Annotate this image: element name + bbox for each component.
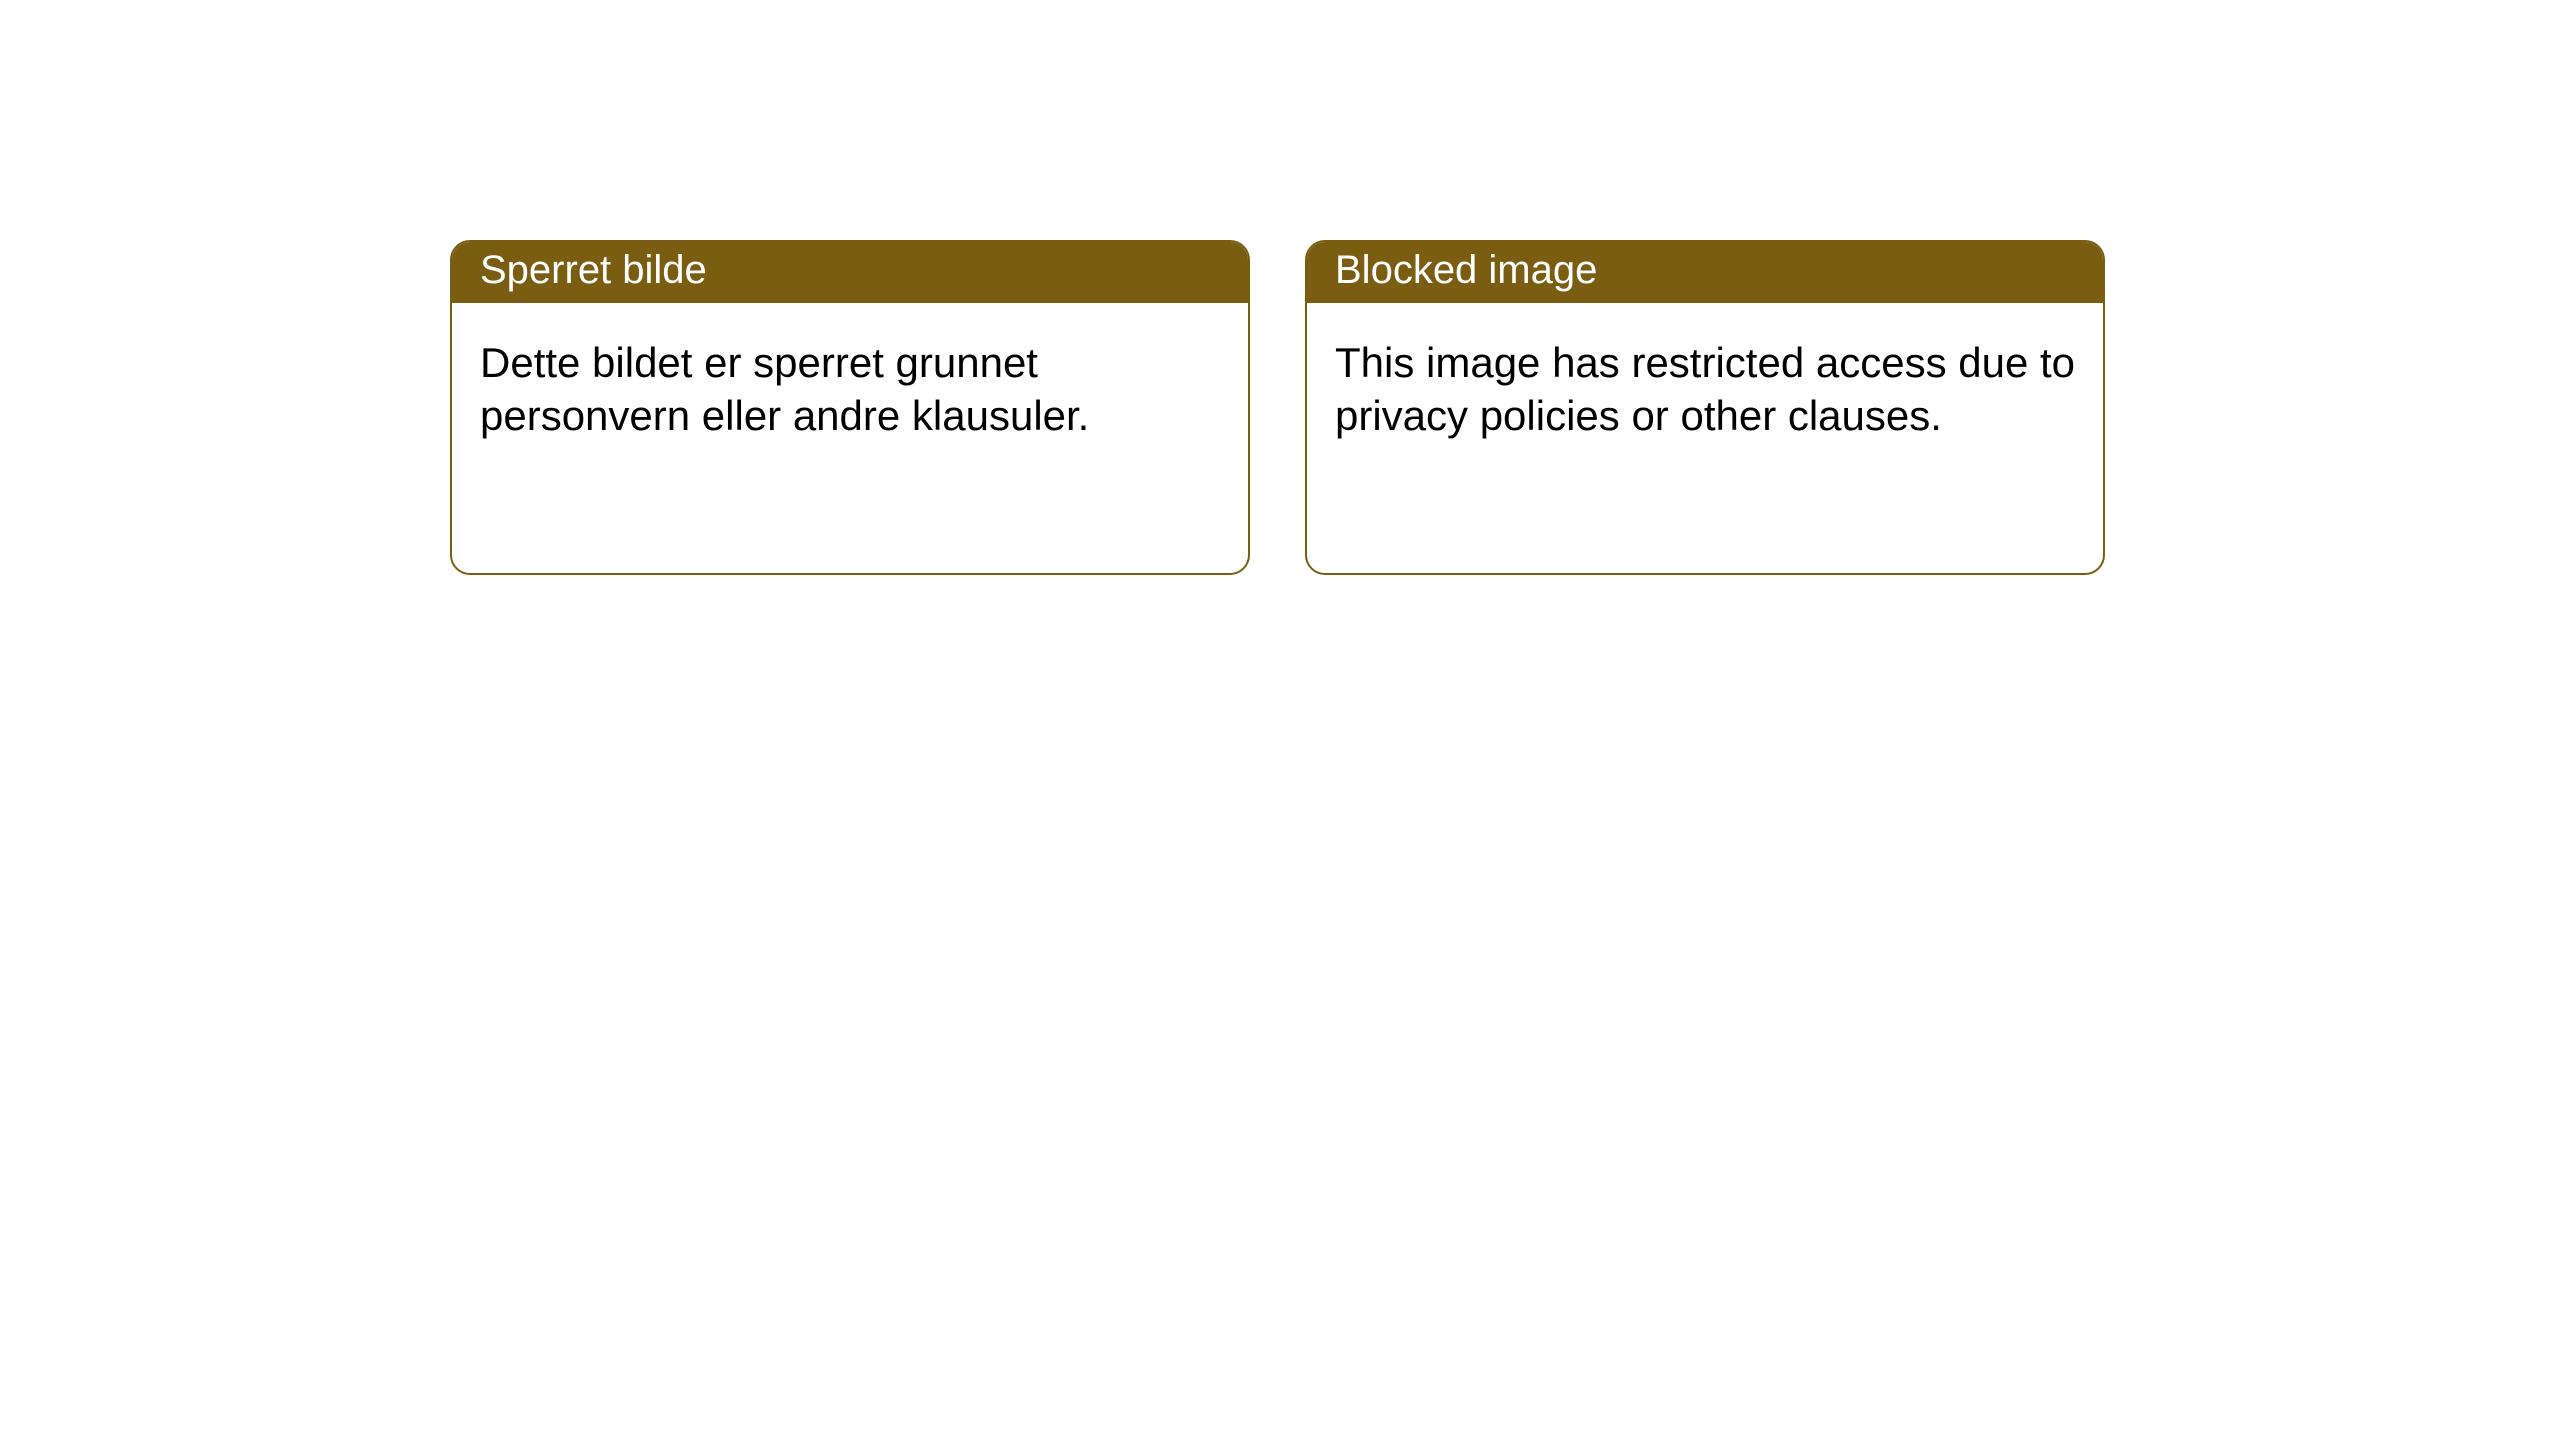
notice-message: This image has restricted access due to … xyxy=(1335,339,2075,439)
notice-card-english: Blocked image This image has restricted … xyxy=(1305,240,2105,575)
notice-header: Blocked image xyxy=(1307,242,2103,303)
notice-title: Sperret bilde xyxy=(480,248,707,292)
notice-title: Blocked image xyxy=(1335,248,1597,292)
notice-header: Sperret bilde xyxy=(452,242,1248,303)
notice-card-norwegian: Sperret bilde Dette bildet er sperret gr… xyxy=(450,240,1250,575)
notice-message: Dette bildet er sperret grunnet personve… xyxy=(480,339,1089,439)
notice-container: Sperret bilde Dette bildet er sperret gr… xyxy=(450,240,2105,575)
notice-body: This image has restricted access due to … xyxy=(1307,303,2103,476)
notice-body: Dette bildet er sperret grunnet personve… xyxy=(452,303,1248,476)
